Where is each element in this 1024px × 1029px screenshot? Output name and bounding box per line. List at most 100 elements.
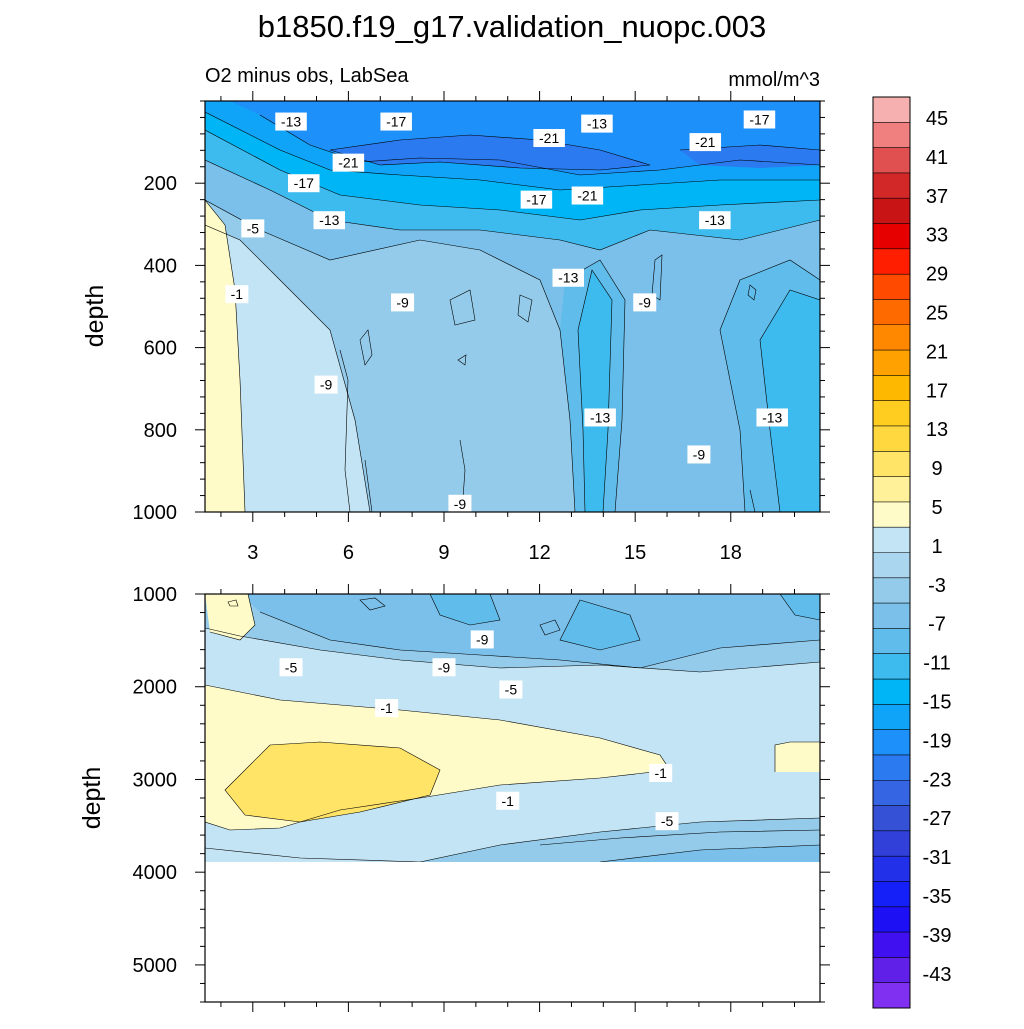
contour-label-box <box>332 153 365 172</box>
contour-label: -17 <box>288 174 320 193</box>
colorbar-label: 33 <box>926 225 948 247</box>
colorbar-label: 9 <box>931 458 942 480</box>
units-label: mmol/m^3 <box>728 69 820 91</box>
bottom-band-plus5 <box>225 742 440 822</box>
contour-label-box <box>380 112 412 131</box>
colorbar-swatch <box>873 679 910 705</box>
y-tick-label: 400 <box>144 255 177 277</box>
contour-label-text: -13 <box>590 409 610 425</box>
colorbar-label: 37 <box>926 186 948 208</box>
colorbar-label: 21 <box>926 341 948 363</box>
colorbar-swatch <box>873 476 910 503</box>
contour-label-text: -13 <box>319 212 339 228</box>
contour-label-text: -21 <box>338 155 358 171</box>
y-tick-label: 3000 <box>133 769 178 791</box>
colorbar-swatch <box>873 122 910 149</box>
bottom-y-axis-label: depth <box>78 767 106 830</box>
colorbar-label: -43 <box>923 964 952 986</box>
colorbar-swatch <box>873 350 910 376</box>
top-band-plus1 <box>205 200 245 512</box>
colorbar-label: 1 <box>931 536 942 558</box>
bottom-missing-region <box>206 862 819 1001</box>
colorbar-swatch <box>873 729 910 756</box>
colorbar-swatch <box>873 198 910 224</box>
contour-label: -13 <box>699 211 731 230</box>
contour-label-box <box>314 375 338 394</box>
contour-label-box <box>275 112 307 131</box>
bottom-band-minus11 <box>240 594 820 668</box>
contour-label-box <box>279 658 303 677</box>
contour-label-text: -17 <box>386 114 406 130</box>
x-tick-label: 12 <box>528 542 550 564</box>
contour-label: -9 <box>432 658 456 677</box>
colorbar-swatch <box>873 982 910 1009</box>
bottom-band-minus13-c <box>780 594 820 620</box>
contour-label: -1 <box>375 699 399 718</box>
contour-label: -5 <box>499 680 523 699</box>
contour-label: -9 <box>687 445 711 464</box>
bottom-contour-lines <box>205 594 820 862</box>
colorbar-swatch <box>873 172 910 199</box>
colorbar-label: -35 <box>923 886 952 908</box>
contour-label-box <box>533 128 565 147</box>
contour-label: -9 <box>314 375 338 394</box>
x-tick-label: 18 <box>720 542 742 564</box>
colorbar-swatch <box>873 375 910 402</box>
colorbar-swatch <box>873 906 910 933</box>
contour-label: -21 <box>332 153 365 172</box>
contour-label-text: -5 <box>661 813 674 829</box>
contour-label-box <box>633 293 657 312</box>
colorbar-swatch <box>873 754 910 781</box>
colorbar-label: 45 <box>926 108 948 130</box>
contour-label-text: -9 <box>320 377 333 393</box>
contour-label-text: -13 <box>558 270 578 286</box>
contour-label-box <box>743 110 776 129</box>
colorbar-label: 25 <box>926 303 948 325</box>
top-y-axis: 200 400 600 800 1000 <box>133 100 830 524</box>
colorbar-swatch <box>873 830 910 857</box>
contour-label-text: -17 <box>294 175 314 191</box>
contour-label: -5 <box>279 658 303 677</box>
contour-label-text: -5 <box>247 220 260 236</box>
y-tick-label: 800 <box>144 420 177 442</box>
contour-label-text: -9 <box>438 659 451 675</box>
contour-label-text: -1 <box>380 700 393 716</box>
contour-label-text: -9 <box>476 631 489 647</box>
colorbar-swatch <box>873 400 910 427</box>
y-tick-label: 600 <box>144 338 177 360</box>
colorbar-label: -19 <box>923 730 952 752</box>
contour-label: -9 <box>448 494 472 513</box>
colorbar-swatch <box>873 324 910 351</box>
x-tick-label: 6 <box>343 542 354 564</box>
colorbar-label: -7 <box>928 614 946 636</box>
colorbar-swatch <box>873 552 910 579</box>
contour-label-text: -13 <box>587 116 607 132</box>
colorbar-swatch <box>873 425 910 452</box>
top-contour-fill <box>205 101 820 512</box>
contour-label-box <box>432 658 456 677</box>
colorbar-swatch <box>873 451 910 477</box>
y-tick-label: 1000 <box>133 584 178 606</box>
contour-label-box <box>375 699 399 718</box>
colorbar-swatch <box>873 856 910 882</box>
contour-label-text: -13 <box>705 212 725 228</box>
colorbar-label: -11 <box>923 653 950 675</box>
contour-label-box <box>649 763 673 782</box>
contour-label-text: -13 <box>281 114 301 130</box>
contour-label-text: -5 <box>505 682 518 698</box>
x-tick-label: 9 <box>438 542 449 564</box>
colorbar-label: 13 <box>926 419 948 441</box>
colorbar-label: 17 <box>926 380 948 402</box>
contour-label-box <box>496 791 520 810</box>
contour-label: -21 <box>689 133 722 152</box>
top-plot-frame <box>204 100 821 513</box>
contour-label-text: -17 <box>526 192 546 208</box>
contour-label-box <box>520 190 553 209</box>
contour-label-box <box>391 293 415 312</box>
colorbar-swatch <box>873 881 910 908</box>
colorbar: 45 41 37 33 29 25 21 17 13 9 5 1 -3 -7 -11 -15 -19 -23 -27… <box>872 96 952 1009</box>
contour-label-text: -21 <box>577 188 597 204</box>
top-band-minus23-a <box>330 135 650 170</box>
contour-label: -5 <box>655 812 679 831</box>
